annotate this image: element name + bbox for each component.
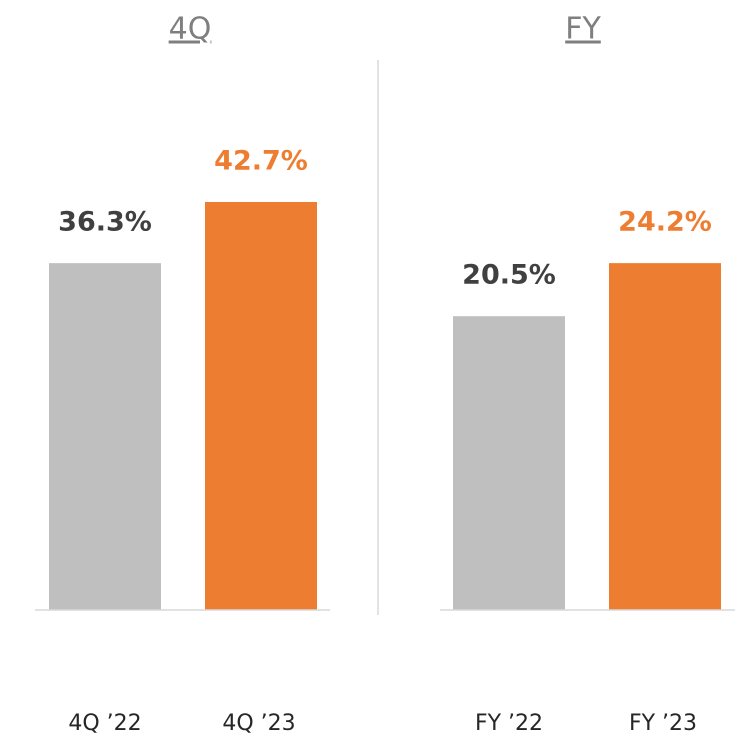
chart-title: 4Q xyxy=(169,12,212,47)
value-label: 36.3% xyxy=(58,207,152,238)
value-label: 20.5% xyxy=(462,260,556,291)
bar xyxy=(49,263,161,610)
bar xyxy=(609,263,721,610)
value-label: 42.7% xyxy=(214,145,308,176)
category-label: 4Q ’23 xyxy=(222,711,295,736)
bar xyxy=(205,201,317,610)
category-label: 4Q ’22 xyxy=(68,711,141,736)
category-label: FY ’22 xyxy=(475,711,543,736)
bar xyxy=(453,316,565,610)
category-label: FY ’23 xyxy=(629,711,697,736)
value-label: 24.2% xyxy=(618,207,712,238)
chart-title: FY xyxy=(565,12,601,47)
